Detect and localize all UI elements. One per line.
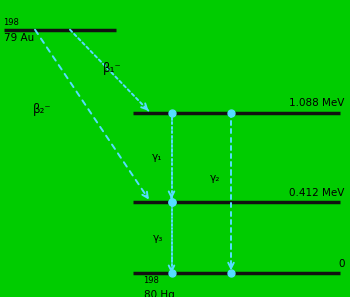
- Text: β₁⁻: β₁⁻: [103, 62, 121, 75]
- Text: 1.088 MeV: 1.088 MeV: [289, 98, 345, 108]
- Text: 80 Hg: 80 Hg: [144, 290, 174, 297]
- Text: 0: 0: [338, 259, 345, 269]
- Text: 198: 198: [144, 276, 159, 285]
- Text: 0.412 MeV: 0.412 MeV: [289, 187, 345, 198]
- Text: 198: 198: [4, 18, 19, 27]
- Text: 79 Au: 79 Au: [4, 33, 34, 43]
- Text: γ₃: γ₃: [152, 233, 163, 243]
- Text: γ₂: γ₂: [210, 173, 220, 183]
- Text: γ₁: γ₁: [152, 152, 163, 162]
- Text: β₂⁻: β₂⁻: [33, 103, 51, 116]
